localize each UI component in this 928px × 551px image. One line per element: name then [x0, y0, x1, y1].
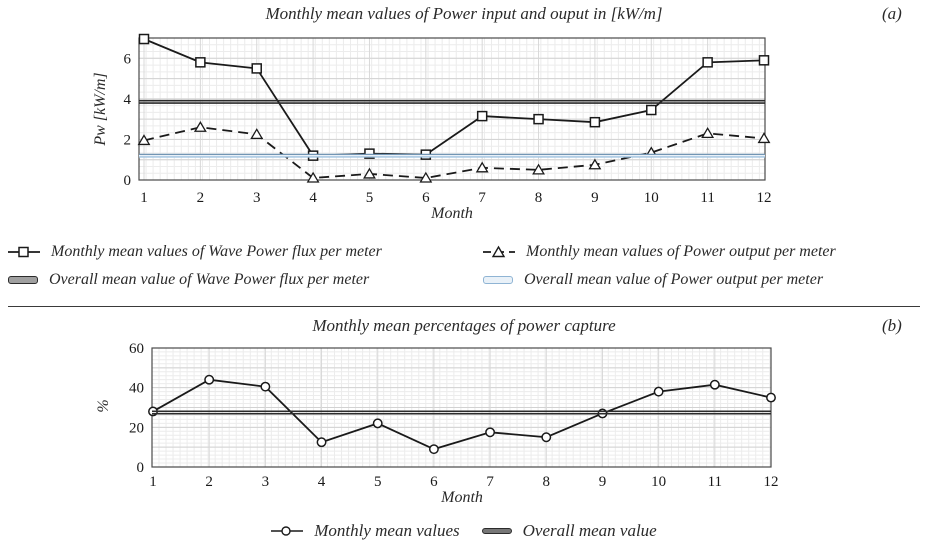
- legend-overall-mean-label: Overall mean value: [522, 521, 657, 540]
- legend-mean-flux: Overall mean value of Wave Power flux pe…: [8, 271, 369, 289]
- dark-line-legend-icon: [8, 276, 38, 284]
- svg-text:11: 11: [708, 474, 722, 490]
- legend-wave-flux-label: Monthly mean values of Wave Power flux p…: [51, 243, 382, 260]
- circle-line-legend-icon: [271, 526, 304, 536]
- svg-text:0: 0: [137, 460, 145, 476]
- svg-text:10: 10: [644, 190, 659, 206]
- svg-text:0: 0: [124, 173, 132, 189]
- chart-b-y-axis-label: %: [95, 399, 112, 413]
- svg-text:8: 8: [543, 474, 551, 490]
- chart-a-x-axis-label: Month: [431, 205, 473, 222]
- svg-text:2: 2: [124, 132, 132, 148]
- svg-text:7: 7: [478, 190, 486, 206]
- svg-text:60: 60: [129, 341, 144, 357]
- svg-text:1: 1: [149, 474, 157, 490]
- svg-text:12: 12: [757, 190, 772, 206]
- svg-text:1: 1: [140, 190, 148, 206]
- svg-text:4: 4: [318, 474, 326, 490]
- svg-text:40: 40: [129, 381, 144, 397]
- svg-text:12: 12: [764, 474, 779, 490]
- svg-text:9: 9: [599, 474, 607, 490]
- chart-b-legend: Monthly mean values Overall mean value: [0, 521, 928, 541]
- svg-text:2: 2: [205, 474, 213, 490]
- legend-mean-output: Overall mean value of Power output per m…: [483, 271, 823, 289]
- square-line-legend-icon: [8, 246, 40, 258]
- svg-text:11: 11: [700, 190, 714, 206]
- svg-text:9: 9: [591, 190, 599, 206]
- mean-line-legend-icon: [481, 528, 512, 534]
- legend-mean-output-label: Overall mean value of Power output per m…: [524, 271, 824, 288]
- blue-line-legend-icon: [483, 276, 513, 284]
- svg-text:6: 6: [430, 474, 438, 490]
- svg-text:7: 7: [486, 474, 494, 490]
- svg-text:3: 3: [253, 190, 261, 206]
- svg-text:4: 4: [309, 190, 317, 206]
- chart-b-title: Monthly mean percentages of power captur…: [312, 316, 616, 335]
- svg-text:6: 6: [422, 190, 430, 206]
- triangle-dash-legend-icon: [483, 245, 515, 258]
- legend-power-output: Monthly mean values of Power output per …: [483, 243, 836, 261]
- svg-text:10: 10: [651, 474, 666, 490]
- legend-monthly-values-label: Monthly mean values: [314, 521, 460, 540]
- svg-text:4: 4: [124, 92, 132, 108]
- legend-power-output-label: Monthly mean values of Power output per …: [526, 243, 836, 260]
- legend-wave-flux: Monthly mean values of Wave Power flux p…: [8, 243, 382, 261]
- chart-b-x-axis-label: Month: [441, 489, 483, 506]
- legend-mean-flux-label: Overall mean value of Wave Power flux pe…: [49, 271, 370, 288]
- panel-a-label: (a): [882, 4, 902, 23]
- svg-text:2: 2: [197, 190, 205, 206]
- svg-text:6: 6: [124, 51, 132, 67]
- section-divider: [8, 306, 920, 307]
- svg-text:5: 5: [366, 190, 374, 206]
- svg-text:20: 20: [129, 420, 144, 436]
- legend-overall-mean: Overall mean value: [481, 521, 657, 541]
- svg-text:3: 3: [262, 474, 270, 490]
- legend-monthly-values: Monthly mean values: [271, 521, 460, 541]
- svg-text:5: 5: [374, 474, 382, 490]
- chart-a-title: Monthly mean values of Power input and o…: [265, 4, 663, 23]
- chart-a-y-axis-label: Pw [kW/m]: [92, 72, 109, 146]
- svg-text:8: 8: [535, 190, 543, 206]
- panel-b-label: (b): [882, 316, 902, 335]
